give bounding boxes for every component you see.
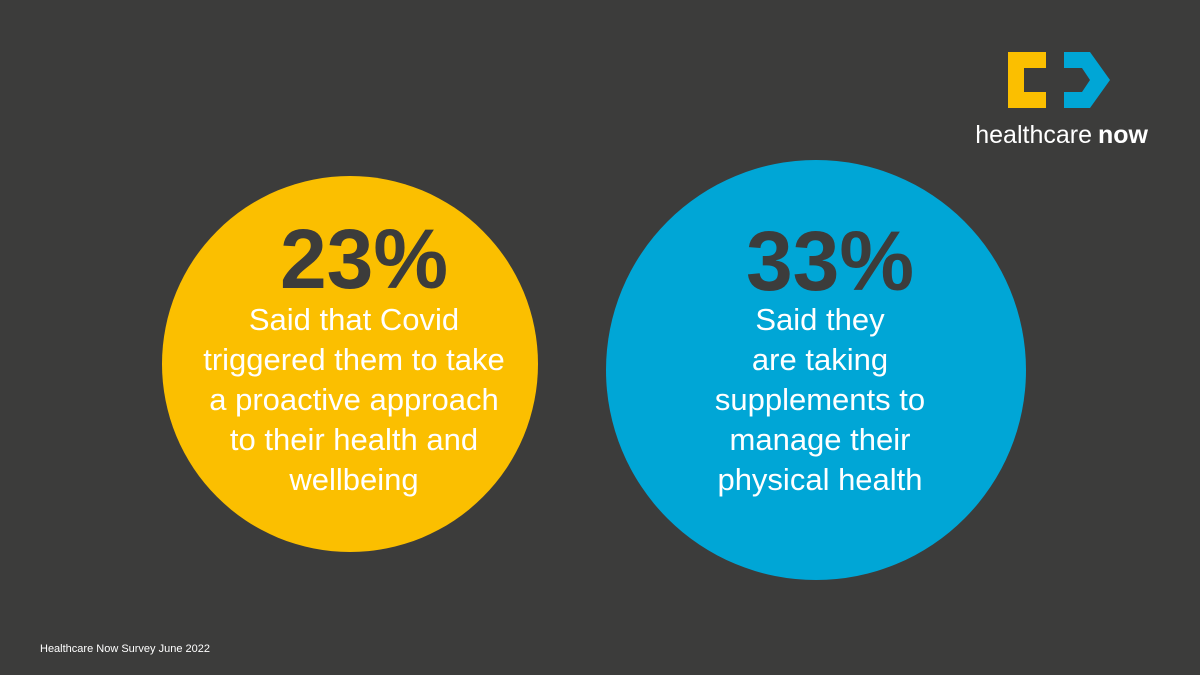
logo: healthcare now — [975, 52, 1149, 149]
stat-circle — [606, 160, 1026, 580]
footer: Healthcare Now Survey June 2022 — [40, 643, 210, 655]
stat-line: are taking — [752, 342, 888, 377]
logo-blue — [1064, 52, 1110, 108]
stat-figure: 33% — [746, 214, 914, 308]
stat-line: wellbeing — [288, 462, 418, 497]
stat-figure: 23% — [280, 212, 448, 306]
logo-yellow — [1008, 52, 1046, 108]
stat-line: Said they — [755, 302, 885, 337]
logo-word-bold: now — [1098, 121, 1149, 149]
stat-line: manage their — [730, 422, 911, 457]
stat-line: Said that Covid — [249, 302, 459, 337]
logo-text: healthcare now — [975, 121, 1148, 149]
stat-circle — [162, 176, 538, 552]
stat-line: physical health — [717, 462, 922, 497]
stat-line: to their health and — [230, 422, 478, 457]
stat-line: a proactive approach — [209, 382, 499, 417]
stat-line: triggered them to take — [203, 342, 505, 377]
stat-line: supplements to — [715, 382, 925, 417]
logo-word: healthcare — [975, 121, 1092, 149]
